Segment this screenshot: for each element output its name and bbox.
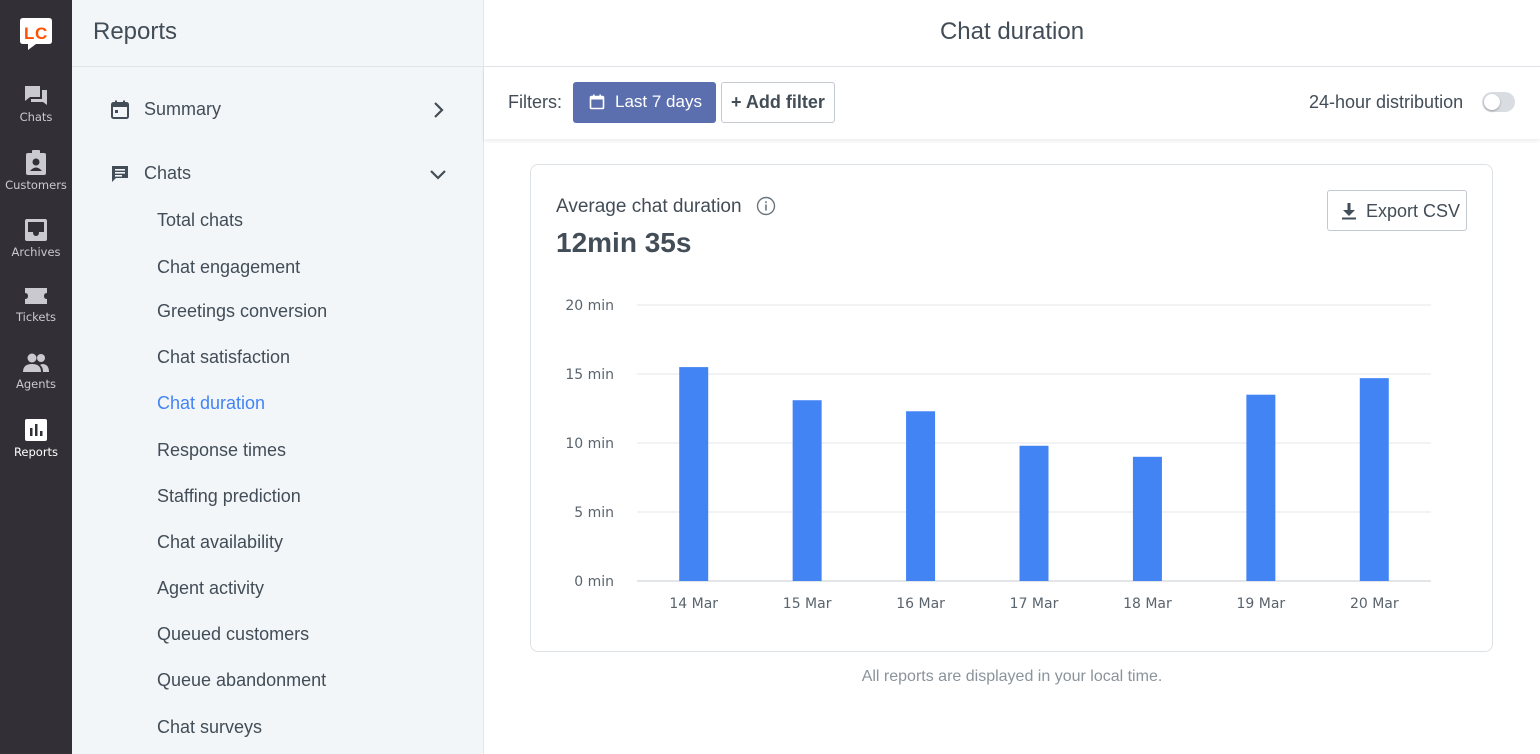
calendar-icon (589, 94, 605, 110)
chat-bubbles-icon (25, 86, 47, 105)
app-rail: L C Chats Customers Archives Tickets (0, 0, 72, 754)
filters-label: Filters: (508, 92, 562, 112)
average-duration-value: 12min 35s (556, 227, 692, 258)
x-tick-label: 17 Mar (1010, 596, 1059, 612)
add-filter-button[interactable]: + Add filter (721, 82, 835, 123)
info-icon[interactable] (756, 196, 776, 216)
rail-item-label: Reports (13, 445, 59, 459)
rail-item-label: Customers (5, 178, 67, 192)
sidebar-title: Reports (72, 0, 483, 67)
export-csv-label: Export CSV (1366, 201, 1461, 221)
svg-text:L: L (24, 24, 34, 43)
page-title: Chat duration (484, 0, 1540, 67)
calendar-icon (111, 100, 129, 119)
chevron-down-icon (430, 170, 446, 180)
y-tick-label: 5 min (574, 505, 614, 521)
local-time-note: All reports are displayed in your local … (861, 668, 1163, 685)
bar-15-mar[interactable] (792, 400, 822, 581)
rail-item-reports[interactable]: Reports (0, 417, 72, 477)
customer-badge-icon (26, 150, 46, 175)
sidebar-item-greetings-conversion[interactable]: Greetings conversion (157, 301, 328, 321)
bar-20-mar[interactable] (1359, 378, 1389, 581)
reports-sidebar: Reports Summary Chats Total chats Chat e… (72, 0, 484, 754)
x-tick-label: 18 Mar (1123, 596, 1172, 612)
main-content: Chat duration Filters: Last 7 days + Add… (484, 0, 1540, 754)
sidebar-item-queue-abandonment[interactable]: Queue abandonment (157, 670, 327, 690)
sidebar-item-total-chats[interactable]: Total chats (157, 210, 244, 230)
rail-item-label: Tickets (15, 310, 56, 324)
y-tick-label: 15 min (565, 367, 614, 383)
chevron-right-icon (434, 102, 444, 118)
rail-item-tickets[interactable]: Tickets (0, 284, 72, 344)
date-range-filter-button[interactable]: Last 7 days (573, 82, 716, 123)
card-title: Average chat duration (556, 196, 742, 217)
bar-19-mar[interactable] (1246, 394, 1276, 581)
svg-text:C: C (35, 24, 47, 43)
bar-16-mar[interactable] (906, 411, 936, 581)
agents-icon (23, 353, 49, 372)
nav-group-label: Summary (144, 99, 222, 119)
x-tick-label: 19 Mar (1237, 596, 1286, 612)
ticket-icon (25, 288, 47, 304)
chat-duration-card: Average chat duration 12min 35s Export C… (530, 164, 1493, 652)
y-tick-label: 10 min (565, 436, 614, 452)
livechat-logo[interactable]: L C (18, 16, 54, 52)
bar-17-mar[interactable] (1019, 445, 1049, 581)
y-tick-label: 0 min (574, 574, 614, 590)
date-range-label: Last 7 days (615, 92, 702, 111)
x-tick-label: 14 Mar (669, 596, 718, 612)
nav-group-summary[interactable]: Summary (72, 90, 483, 130)
rail-item-label: Chats (19, 110, 53, 124)
download-icon (1342, 203, 1356, 220)
add-filter-label: + Add filter (731, 92, 825, 112)
sidebar-item-chat-satisfaction[interactable]: Chat satisfaction (157, 347, 291, 367)
bar-14-mar[interactable] (679, 367, 709, 581)
sidebar-item-response-times[interactable]: Response times (157, 440, 287, 460)
chat-message-icon (112, 166, 128, 182)
distribution-toggle-label: 24-hour distribution (1309, 92, 1464, 112)
bar-18-mar[interactable] (1132, 456, 1162, 581)
toggle-knob (1484, 94, 1500, 110)
inbox-archive-icon (25, 219, 47, 241)
y-tick-label: 20 min (565, 298, 614, 314)
sidebar-item-chat-surveys[interactable]: Chat surveys (157, 717, 263, 737)
x-tick-label: 15 Mar (783, 596, 832, 612)
chat-duration-bar-chart: 0 min 5 min 10 min 15 min 20 min 14 Mar 15 Mar… (565, 298, 1431, 612)
sidebar-item-chat-duration[interactable]: Chat duration (157, 393, 266, 413)
rail-item-agents[interactable]: Agents (0, 351, 72, 411)
rail-item-label: Archives (11, 245, 61, 259)
sidebar-item-queued-customers[interactable]: Queued customers (157, 624, 310, 644)
x-tick-label: 16 Mar (896, 596, 945, 612)
export-csv-button[interactable]: Export CSV (1327, 190, 1467, 231)
rail-item-archives[interactable]: Archives (0, 217, 72, 277)
bar-chart-icon (25, 419, 47, 441)
sidebar-item-chat-engagement[interactable]: Chat engagement (157, 257, 301, 277)
x-tick-label: 20 Mar (1350, 596, 1399, 612)
sidebar-item-chat-availability[interactable]: Chat availability (157, 532, 284, 552)
rail-item-customers[interactable]: Customers (0, 150, 72, 210)
distribution-toggle[interactable] (1482, 92, 1515, 112)
rail-item-chats[interactable]: Chats (0, 84, 72, 144)
nav-group-chats[interactable]: Chats (72, 154, 483, 194)
sidebar-item-staffing-prediction[interactable]: Staffing prediction (157, 486, 301, 506)
filter-bar: Filters: Last 7 days + Add filter 24-hou… (484, 67, 1540, 139)
nav-group-label: Chats (144, 163, 192, 183)
rail-item-label: Agents (15, 377, 57, 391)
sidebar-item-agent-activity[interactable]: Agent activity (157, 578, 265, 598)
